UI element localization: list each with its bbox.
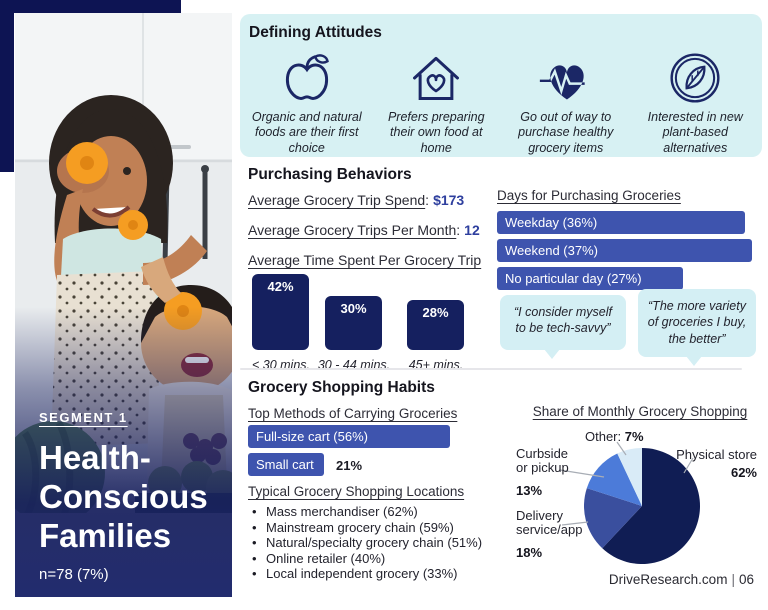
segment-block: SEGMENT 1 Health-Conscious Families n=78… — [39, 410, 224, 583]
stat-trips-per-month: Average Grocery Trips Per Month: 12 — [248, 222, 480, 238]
segment-sample-size: n=78 (7%) — [39, 566, 109, 583]
stat-label: Average Time Spent Per Grocery Trip — [248, 252, 482, 268]
bubble-tail — [686, 356, 702, 366]
slice-value: 62% — [730, 465, 757, 481]
attitude-caption: Interested in new plant-based alternativ… — [647, 110, 743, 155]
stat-colon: : — [425, 192, 430, 208]
days-bar-weekend: Weekend (37%) — [497, 239, 753, 262]
location-item: Mainstream grocery chain (59%) — [252, 520, 482, 536]
apple-icon — [285, 54, 329, 100]
stat-label: Average Grocery Trips Per Month — [248, 222, 457, 238]
segment-photo: SEGMENT 1 Health-Conscious Families n=78… — [15, 13, 232, 597]
attitudes-row: Organic and natural foods are their firs… — [242, 50, 760, 156]
pie-label-delivery: Delivery service/app 18% — [516, 508, 592, 560]
footer-separator: | — [731, 572, 735, 587]
footer: DriveResearch.com | 06 — [609, 572, 754, 587]
quote-bubble-tech-savvy: “I consider myself to be tech-savvy” — [500, 295, 626, 359]
quote-bubble-variety: “The more variety of groceries I buy, th… — [638, 289, 756, 366]
shopping-locations-list: Mass merchandiser (62%) Mainstream groce… — [252, 504, 482, 582]
pie-slice — [584, 488, 642, 549]
slice-label: Curbside or pickup — [516, 446, 569, 476]
stat-colon: : — [456, 222, 461, 238]
purchasing-behaviors-heading: Purchasing Behaviors — [248, 166, 412, 183]
footer-page-number: 06 — [738, 572, 754, 587]
defining-attitudes-panel: Defining Attitudes Organic and natural f… — [240, 14, 762, 157]
stat-grocery-trip-spend: Average Grocery Trip Spend: $173 — [248, 192, 464, 208]
grocery-habits-heading: Grocery Shopping Habits — [248, 379, 435, 396]
time-bar-30-44: 30% — [325, 296, 382, 350]
navy-accent-top — [0, 0, 181, 13]
bar-value: 42% — [267, 279, 294, 295]
section-divider — [240, 368, 742, 370]
pie-label-physical-store: Physical store 62% — [665, 447, 757, 481]
bar-label: Small cart — [256, 457, 314, 472]
attitude-caption: Organic and natural foods are their firs… — [251, 110, 362, 155]
slice-label: Physical store — [676, 447, 757, 462]
pie-slice — [586, 453, 642, 506]
attitude-caption: Go out of way to purchase healthy grocer… — [518, 110, 614, 155]
pie-title: Share of Monthly Grocery Shopping — [532, 404, 748, 419]
location-item: Natural/specialty grocery chain (51%) — [252, 535, 482, 551]
bubble-tail — [544, 349, 560, 359]
days-bar-no-particular: No particular day (27%) — [497, 267, 684, 290]
time-spent-bar-chart: 42% 30% 28% < 30 mins. 30 - 44 mins. 45+… — [248, 268, 480, 372]
quote-text: “I consider myself to be tech-savvy” — [514, 305, 612, 336]
pie-slice — [602, 448, 701, 564]
location-item: Mass merchandiser (62%) — [252, 504, 482, 520]
pie-label-curbside: Curbside or pickup 13% — [516, 446, 580, 498]
attitude-item-home-cooking: Prefers preparing their own food at home — [372, 50, 502, 156]
segment-title: Health-Conscious Families — [39, 439, 208, 555]
slice-value: 13% — [516, 482, 543, 498]
attitude-item-organic: Organic and natural foods are their firs… — [242, 50, 372, 156]
leaf-circle-icon — [670, 53, 720, 103]
bar-value: 28% — [422, 304, 449, 320]
days-bar-weekday: Weekday (36%) — [497, 211, 746, 234]
carrying-methods-heading: Top Methods of Carrying Groceries — [248, 406, 458, 421]
bar-label: Weekend (37%) — [505, 243, 598, 258]
location-item: Online retailer (40%) — [252, 551, 482, 567]
attitude-caption: Prefers preparing their own food at home — [387, 110, 485, 155]
days-heading: Days for Purchasing Groceries — [497, 188, 681, 203]
pie-chart — [584, 448, 701, 564]
house-heart-icon — [413, 56, 460, 101]
slice-label: Other: — [585, 429, 622, 444]
slice-value: 18% — [516, 544, 543, 560]
slice-value: 7% — [624, 429, 644, 444]
carry-bar-full-size-cart: Full-size cart (56%) — [248, 425, 450, 448]
bar-label: Weekday (36%) — [505, 215, 598, 230]
attitude-item-healthy-groceries: Go out of way to purchase healthy grocer… — [501, 50, 631, 156]
segment-tag: SEGMENT 1 — [39, 410, 128, 426]
attitude-item-plant-based: Interested in new plant-based alternativ… — [631, 50, 761, 156]
quote-text: “The more variety of groceries I buy, th… — [647, 299, 747, 346]
slice-label: Delivery service/app — [516, 508, 583, 538]
bar-label: Full-size cart (56%) — [256, 429, 368, 444]
footer-site-link[interactable]: DriveResearch.com — [608, 572, 728, 587]
stat-value: $173 — [433, 192, 465, 208]
bar-value: 30% — [340, 301, 367, 316]
shopping-locations-heading: Typical Grocery Shopping Locations — [248, 484, 465, 499]
pie-label-other: Other: 7% — [585, 429, 644, 444]
stat-label: Average Grocery Trip Spend — [248, 192, 426, 208]
small-cart-value: 21% — [336, 458, 363, 473]
photo-gradient-overlay — [15, 307, 232, 597]
pie-slice — [617, 448, 642, 506]
heart-pulse-icon — [539, 65, 585, 100]
time-bar-45-plus: 28% — [407, 299, 464, 350]
stat-time-per-trip: Average Time Spent Per Grocery Trip — [248, 252, 481, 268]
time-bar-under-30: 42% — [252, 274, 309, 350]
carry-bar-small-cart: Small cart — [248, 453, 324, 476]
navy-accent-left — [0, 0, 14, 172]
stat-value: 12 — [464, 222, 480, 238]
bar-label: No particular day (27%) — [505, 271, 642, 286]
defining-attitudes-heading: Defining Attitudes — [249, 24, 382, 41]
location-item: Local independent grocery (33%) — [252, 566, 482, 582]
